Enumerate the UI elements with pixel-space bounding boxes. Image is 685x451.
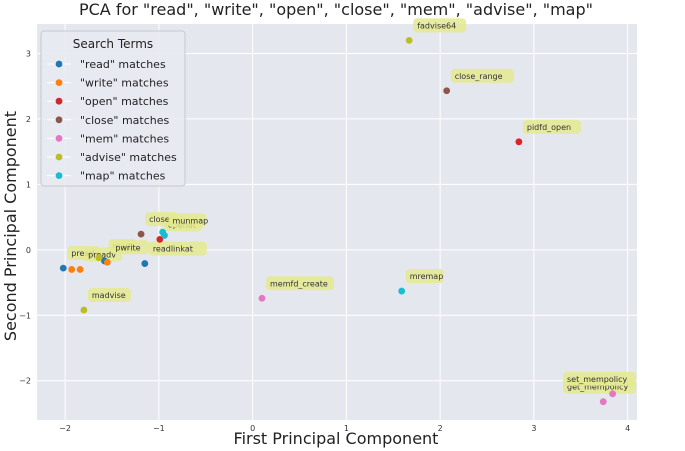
data-point bbox=[59, 264, 67, 272]
legend-label: "close" matches bbox=[80, 114, 170, 127]
legend-marker bbox=[55, 60, 63, 68]
point-label-box bbox=[413, 18, 467, 33]
data-point bbox=[398, 287, 406, 295]
x-tick-label: −2 bbox=[59, 424, 71, 433]
data-point bbox=[68, 266, 76, 273]
data-points bbox=[59, 36, 617, 406]
x-tick-label: −1 bbox=[153, 424, 165, 433]
point-label: memfd_create bbox=[270, 279, 328, 288]
data-point bbox=[515, 138, 523, 146]
point-labels: preadreadlinkatreadpreadvpwritepidfd_ope… bbox=[67, 18, 636, 394]
point-label-box bbox=[266, 276, 334, 291]
y-tick-label: −1 bbox=[19, 311, 31, 320]
data-point bbox=[141, 260, 149, 267]
point-label: close_range bbox=[455, 72, 503, 81]
legend-box bbox=[40, 30, 186, 187]
x-tick-label: 1 bbox=[344, 424, 349, 433]
data-point bbox=[599, 398, 607, 406]
legend-label: "map" matches bbox=[80, 170, 166, 183]
legend: Search Terms "read" matches "write" matche… bbox=[40, 30, 186, 187]
point-label: munmap bbox=[173, 216, 209, 225]
point-label-box bbox=[522, 119, 581, 134]
data-point bbox=[405, 36, 413, 44]
legend-marker bbox=[55, 135, 63, 142]
point-label-box bbox=[111, 240, 150, 255]
legend-marker bbox=[55, 97, 63, 105]
axis-ticks: −2 −1 0 1 2 3 4 −2 −1 0 1 2 3 bbox=[19, 49, 630, 433]
point-label-box bbox=[450, 68, 514, 83]
data-point bbox=[76, 266, 84, 273]
legend-label: "advise" matches bbox=[80, 151, 177, 164]
point-label: pwrite bbox=[115, 243, 140, 252]
point-label: get_mempolicy bbox=[567, 383, 628, 392]
chart-title: PCA for "read", "write", "open", "close"… bbox=[79, 0, 593, 19]
legend-label: "open" matches bbox=[80, 95, 169, 108]
legend-label: "write" matches bbox=[80, 77, 169, 90]
legend-title: Search Terms bbox=[73, 37, 153, 51]
x-tick-label: 2 bbox=[438, 424, 443, 433]
y-tick-label: 3 bbox=[26, 49, 31, 58]
y-axis-title: Second Principal Component bbox=[1, 111, 20, 341]
x-tick-label: 3 bbox=[531, 424, 536, 433]
data-point bbox=[156, 235, 164, 243]
point-label: pread bbox=[71, 249, 94, 258]
point-label: close bbox=[149, 215, 170, 224]
data-point bbox=[159, 228, 167, 236]
point-label: pidfd_open bbox=[527, 123, 571, 132]
data-point bbox=[609, 390, 617, 398]
legend-marker bbox=[55, 153, 63, 161]
y-tick-label: −2 bbox=[19, 377, 31, 386]
x-axis-title: First Principal Component bbox=[234, 429, 439, 448]
data-point bbox=[95, 254, 103, 262]
x-tick-label: 0 bbox=[250, 424, 255, 433]
point-label: preadv bbox=[88, 250, 116, 259]
legend-marker bbox=[55, 172, 63, 180]
point-label: mremap bbox=[410, 272, 444, 281]
y-tick-label: 1 bbox=[26, 180, 31, 189]
legend-label: "read" matches bbox=[80, 58, 166, 71]
point-label: madvise bbox=[92, 291, 126, 300]
y-tick-label: 0 bbox=[26, 246, 31, 255]
y-tick-label: 2 bbox=[26, 115, 31, 124]
data-point bbox=[443, 87, 451, 95]
point-label: readlinkat bbox=[153, 245, 193, 254]
point-label-box bbox=[148, 241, 207, 256]
legend-marker bbox=[55, 116, 63, 124]
point-label-box bbox=[563, 371, 636, 386]
point-label: set_mempolicy bbox=[567, 375, 628, 384]
point-label-box bbox=[168, 213, 207, 228]
data-point bbox=[258, 294, 266, 302]
x-tick-label: 4 bbox=[625, 424, 630, 433]
data-point bbox=[137, 230, 145, 238]
data-point bbox=[80, 306, 88, 314]
point-label-box bbox=[405, 269, 444, 284]
legend-marker bbox=[55, 79, 63, 86]
data-point bbox=[103, 258, 111, 266]
point-label-box bbox=[87, 288, 131, 303]
legend-label: "mem" matches bbox=[80, 132, 169, 145]
point-label: fadvise64 bbox=[417, 21, 456, 30]
